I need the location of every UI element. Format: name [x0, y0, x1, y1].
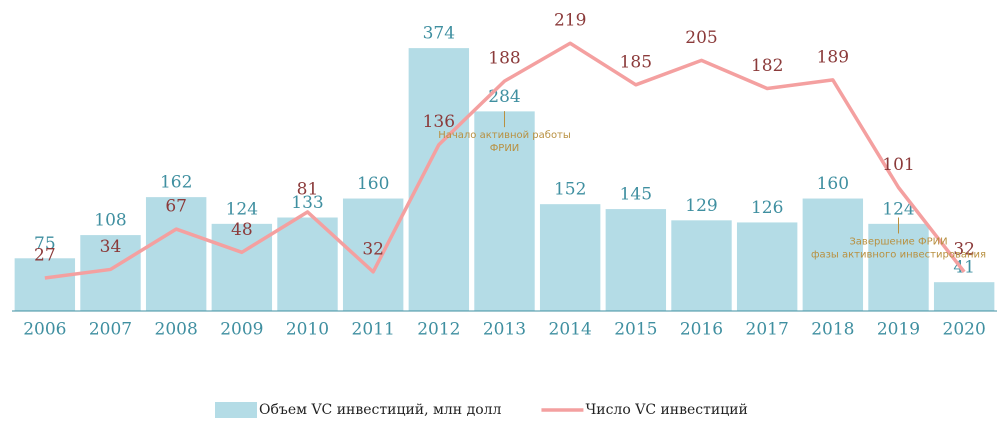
bar-label: 124: [882, 199, 914, 219]
bar: [408, 48, 470, 312]
bar-label: 129: [685, 196, 717, 216]
x-tick-label: 2008: [155, 320, 198, 340]
bar-label: 108: [94, 211, 126, 231]
bar-label: 124: [226, 199, 258, 219]
x-tick-label: 2020: [943, 320, 986, 340]
x-tick-label: 2006: [23, 320, 66, 340]
legend-label: Число VC инвестиций: [585, 402, 747, 418]
bar-label: 133: [291, 193, 323, 213]
bar: [14, 258, 76, 311]
line-label: 136: [423, 112, 455, 132]
bar: [868, 223, 929, 311]
bar: [671, 220, 732, 311]
x-tick-label: 2012: [417, 320, 460, 340]
x-tick-label: 2014: [549, 320, 592, 340]
line-label: 205: [685, 28, 717, 48]
annotation: Завершение ФРИИ: [849, 237, 947, 248]
legend-label: Объем VC инвестиций, млн долл: [259, 402, 502, 418]
bar: [736, 222, 798, 311]
x-tick-label: 2015: [614, 320, 657, 340]
line-label: 27: [34, 245, 56, 265]
bar-label: 145: [620, 185, 652, 205]
bar-label: 126: [751, 198, 783, 218]
x-tick-label: 2010: [286, 320, 329, 340]
bar-label: 160: [357, 174, 389, 194]
legend-swatch: [215, 402, 257, 418]
line-label: 81: [297, 179, 319, 199]
bar: [802, 198, 864, 311]
line-label: 32: [362, 239, 384, 259]
x-tick-label: 2009: [220, 320, 263, 340]
annotation: фазы активного инвестирования: [811, 250, 986, 261]
x-tick-label: 2011: [352, 320, 395, 340]
bar: [145, 197, 207, 311]
bar-label: 374: [423, 24, 455, 44]
bar-label: 284: [488, 87, 520, 107]
x-tick-label: 2013: [483, 320, 526, 340]
bar: [277, 217, 338, 311]
line-label: 188: [488, 49, 520, 69]
x-tick-label: 2019: [877, 320, 920, 340]
annotation: ФРИИ: [490, 143, 520, 154]
x-tick-label: 2016: [680, 320, 723, 340]
x-tick-label: 2018: [811, 320, 854, 340]
bar-label: 162: [160, 173, 192, 193]
bar-label: 75: [34, 234, 56, 254]
line-label: 34: [100, 237, 122, 257]
line-label: 32: [953, 239, 975, 259]
line-label: 182: [751, 56, 783, 76]
line-label: 189: [817, 47, 849, 67]
line-label: 219: [554, 11, 586, 31]
bar-label: 152: [554, 180, 586, 200]
line-label: 48: [231, 220, 253, 240]
line: [44, 41, 966, 280]
bar: [605, 209, 667, 311]
x-tick-label: 2007: [89, 320, 132, 340]
x-tick-label: 2017: [746, 320, 789, 340]
bar: [474, 111, 535, 312]
line-label: 185: [620, 52, 652, 72]
line-label: 67: [165, 197, 187, 217]
line-label: 101: [882, 155, 914, 175]
bar: [933, 282, 995, 311]
annotation: Начало активной работы: [438, 130, 571, 141]
bar: [539, 204, 601, 311]
bar-label: 160: [817, 174, 849, 194]
